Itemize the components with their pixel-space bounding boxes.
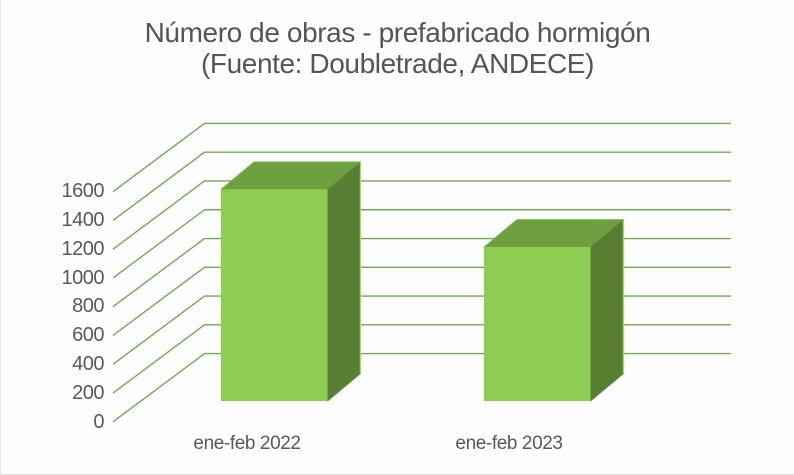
chart-title: Número de obras - prefabricado hormigón … — [1, 17, 794, 79]
y-tick-label-1600: 1600 — [61, 180, 105, 202]
gridline-200 — [112, 324, 731, 394]
bar-0-front-face — [221, 189, 328, 401]
bar-0-side-face — [327, 161, 361, 402]
y-tick-label-200: 200 — [72, 382, 104, 404]
gridline-1400 — [112, 151, 731, 221]
y-tick-label-1000: 1000 — [61, 267, 105, 289]
bar-1-side-face — [590, 219, 624, 402]
gridline-1600 — [112, 122, 731, 193]
y-tick-label-0: 0 — [93, 411, 104, 433]
gridline-1000 — [112, 209, 731, 279]
x-category-label-2023: ene-feb 2023 — [455, 433, 563, 454]
y-tick-label-600: 600 — [72, 324, 104, 346]
bar-1-front-face — [484, 247, 591, 401]
gridline-0 — [112, 352, 731, 423]
y-tick-label-400: 400 — [72, 353, 104, 375]
y-tick-label-1400: 1400 — [61, 209, 105, 231]
x-category-label-2022: ene-feb 2022 — [193, 433, 301, 454]
gridline-1200 — [112, 180, 731, 250]
chart-title-line2: (Fuente: Doubletrade, ANDECE) — [200, 48, 595, 79]
y-tick-label-800: 800 — [72, 295, 104, 317]
y-tick-label-1200: 1200 — [61, 238, 105, 260]
chart-title-line1: Número de obras - prefabricado hormigón — [144, 17, 651, 48]
